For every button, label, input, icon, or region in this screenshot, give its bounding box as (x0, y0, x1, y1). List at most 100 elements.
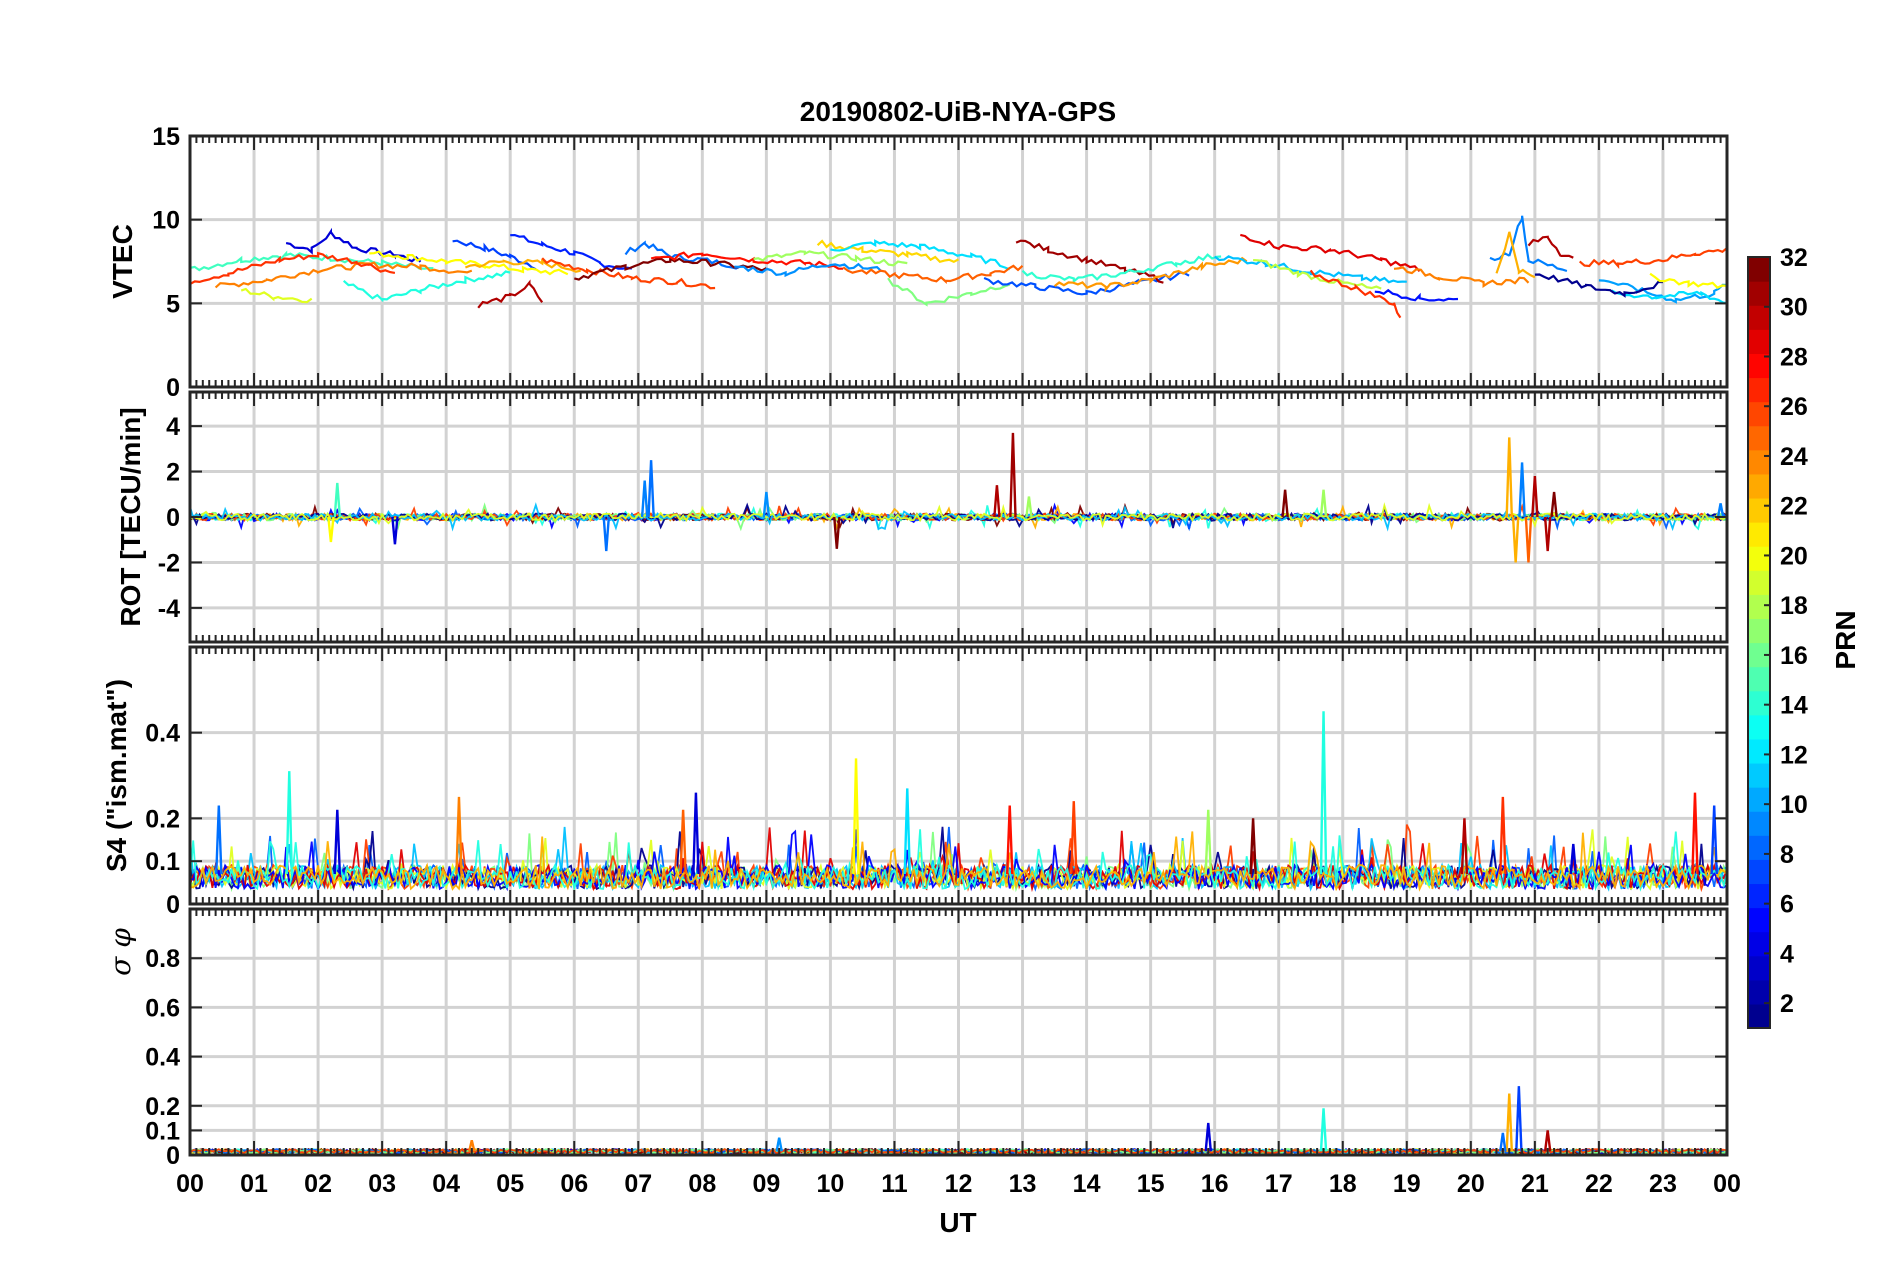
x-axis: 00 01 02 03 04 05 06 07 08 09 10 11 12 13 14 15 16 17 18 19… (176, 1170, 1741, 1198)
colorbar-tick-label: 32 (1780, 244, 1808, 272)
spike (679, 809, 687, 875)
spike (993, 485, 1001, 518)
spike (455, 796, 463, 875)
y-tick-label: 5 (166, 290, 180, 318)
spike (602, 516, 611, 552)
y-tick-label: 10 (152, 207, 180, 235)
x-tick-label: 05 (496, 1170, 524, 1198)
colorbar-tick-label: 14 (1780, 692, 1808, 720)
colorbar-label: PRN (1830, 610, 1861, 669)
spike (1499, 796, 1507, 875)
colorbar-tick-label: 26 (1780, 393, 1808, 421)
data-layer (190, 215, 1727, 319)
spike (391, 516, 399, 545)
spike (762, 491, 771, 518)
vtec-series-prn11 (1214, 255, 1407, 284)
spike (1499, 1132, 1507, 1152)
spike (1710, 805, 1718, 875)
colorbar-segment (1748, 666, 1770, 692)
colorbar-segment (1748, 329, 1770, 354)
vtec-series-prn1 (1534, 273, 1663, 298)
colorbar-tick-label: 16 (1780, 642, 1808, 670)
y-tick-label: 2 (166, 459, 180, 487)
x-tick-label: 18 (1329, 1170, 1357, 1198)
x-tick-label: 14 (1073, 1170, 1101, 1198)
colorbar-segment (1748, 642, 1770, 668)
vtec-series-prn3 (1374, 288, 1459, 302)
x-tick-label: 22 (1585, 1170, 1613, 1198)
colorbar-tick-label: 30 (1780, 294, 1808, 322)
colorbar-segment (1748, 859, 1770, 885)
y-tick-label: 0 (166, 374, 180, 402)
noise-trace (190, 831, 1727, 892)
vtec-series-prn23 (1053, 256, 1248, 293)
y-tick-label: 0 (166, 891, 180, 919)
y-tick-label: 0.1 (145, 848, 180, 876)
spike (1518, 462, 1526, 518)
spike (1569, 843, 1578, 875)
colorbar-segment (1748, 907, 1770, 933)
x-tick-label: 10 (817, 1170, 845, 1198)
vtec-series-prn9 (734, 262, 883, 278)
vtec-series-prn16 (887, 277, 1011, 307)
vtec-series-prn28 (650, 251, 844, 270)
colorbar-segment (1748, 425, 1770, 451)
spike (1009, 432, 1017, 518)
y-axis-label: ROT [TECU/min] (115, 407, 146, 626)
colorbar-segment (1748, 690, 1770, 716)
vtec-series-prn24 (214, 261, 473, 289)
x-tick-label: 17 (1265, 1170, 1293, 1198)
y-tick-label: 4 (166, 413, 180, 441)
vtec-series-prn12 (830, 239, 1011, 271)
colorbar-segment (1748, 762, 1770, 788)
vtec-series-prn30 (477, 279, 544, 309)
x-tick-label: 07 (624, 1170, 652, 1198)
spike (1531, 476, 1539, 518)
spike (1515, 1086, 1523, 1152)
x-tick-label: 11 (881, 1170, 908, 1198)
y-tick-label: 0.2 (145, 805, 180, 833)
spike (1025, 496, 1033, 518)
spike (903, 788, 912, 875)
colorbar-segment (1748, 1003, 1770, 1029)
vtec-series-prn8 (1489, 215, 1568, 273)
spike (1524, 516, 1533, 563)
spike (1070, 801, 1078, 875)
vtec-series-prn26 (1578, 247, 1727, 270)
colorbar-segment (1748, 546, 1770, 571)
colorbar-tick-label: 18 (1780, 592, 1808, 620)
y-tick-label: 0.2 (145, 1093, 180, 1121)
y-tick-label: 0 (166, 504, 180, 532)
colorbar-tick-label: 12 (1780, 741, 1808, 769)
colorbar-tick-label: 6 (1780, 891, 1794, 919)
data-layer (190, 711, 1727, 893)
x-axis-label: UT (939, 1207, 976, 1238)
vtec-series-prn12 (1611, 289, 1727, 305)
colorbar-segment (1748, 401, 1770, 427)
spike (775, 1137, 783, 1152)
colorbar-tick-label: 22 (1780, 493, 1808, 521)
y-tick-label: 0 (166, 1142, 180, 1170)
colorbar-segment (1748, 714, 1770, 740)
spike (1204, 809, 1213, 875)
vtec-series-prn32 (574, 256, 767, 281)
y-tick-label: 0.6 (145, 994, 180, 1022)
spike (327, 516, 335, 543)
panel-sigphi: 00.10.2 0.4 0.6 0.8 σ φ (104, 907, 1729, 1170)
colorbar-segment (1748, 931, 1770, 957)
x-tick-label: 03 (368, 1170, 396, 1198)
noise-trace (190, 829, 1727, 892)
spike (1281, 489, 1289, 518)
y-axis-label: S4 ("ism.mat") (101, 679, 132, 872)
x-tick-label: 00 (176, 1170, 204, 1198)
x-tick-label: 16 (1201, 1170, 1229, 1198)
spike (333, 809, 342, 875)
spike (1691, 792, 1699, 875)
vtec-series-prn19 (240, 287, 313, 304)
spike (1319, 1108, 1328, 1152)
y-tick-label: 0.1 (145, 1117, 180, 1145)
spike (285, 771, 294, 875)
